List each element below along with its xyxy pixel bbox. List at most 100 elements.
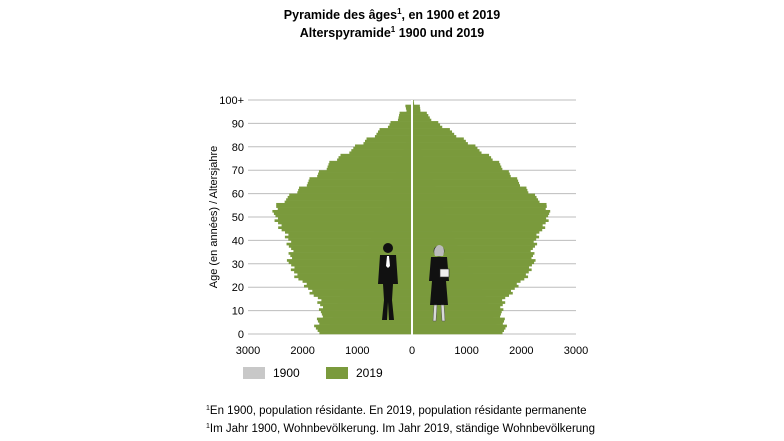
bar-2019-right-age-17 <box>412 291 513 295</box>
bar-2019-left-age-49 <box>277 217 412 220</box>
bar-2019-right-age-76 <box>412 153 490 157</box>
bar-2019-left-age-12 <box>320 303 412 307</box>
bar-2019-left-age-26 <box>294 270 412 274</box>
bar-2019-left-age-80 <box>355 144 412 148</box>
bar-2019-left-age-60 <box>297 191 412 194</box>
bar-2019-right-age-88 <box>412 125 443 129</box>
bar-2019-left-age-20 <box>303 284 412 288</box>
bar-2019-right-age-3 <box>412 324 507 328</box>
bar-2019-right-age-68 <box>412 172 510 176</box>
bar-2019-left-age-48 <box>274 219 412 222</box>
bar-2019-left-age-30 <box>288 261 412 265</box>
bar-2019-left-age-76 <box>340 153 412 157</box>
bar-2019-right-age-18 <box>412 289 512 293</box>
bar-2019-right-age-64 <box>412 181 520 185</box>
bar-2019-right-age-31 <box>412 259 536 262</box>
y-tick-80: 80 <box>232 142 244 154</box>
x-tick-3: 0 <box>409 345 415 357</box>
bar-2019-left-age-72 <box>328 163 412 166</box>
bar-2019-right-age-98 <box>412 102 415 105</box>
legend-swatch-2019 <box>326 367 348 379</box>
chart-subtitle: Alterspyramide1 1900 und 2019 <box>299 25 485 41</box>
bar-2019-left-age-18 <box>312 289 412 293</box>
bar-2019-left-age-10 <box>318 308 412 311</box>
y-tick-0: 0 <box>238 329 244 341</box>
bar-2019-left-age-63 <box>306 184 412 187</box>
bar-2019-left-age-14 <box>321 298 412 302</box>
bar-2019-left-age-61 <box>298 188 412 192</box>
x-tick-5: 2000 <box>509 345 533 357</box>
bar-2019-left-age-34 <box>288 252 412 255</box>
bar-2019-right-age-39 <box>412 240 534 244</box>
bar-2019-left-age-15 <box>317 296 412 300</box>
bar-2019-left-age-82 <box>364 139 412 143</box>
bar-2019-left-age-46 <box>281 224 412 227</box>
bar-2019-right-age-66 <box>412 177 518 180</box>
bar-2019-right-age-11 <box>412 305 501 309</box>
bar-2019-right-age-52 <box>412 209 551 213</box>
bar-2019-left-age-68 <box>318 172 412 176</box>
bar-2019-left-age-40 <box>288 238 412 241</box>
bar-2019-right-age-49 <box>412 217 547 220</box>
bar-2019-right-age-87 <box>412 128 450 131</box>
bar-2019-left-age-3 <box>314 324 412 328</box>
bar-2019-right-age-29 <box>412 263 532 267</box>
bar-2019-left-age-41 <box>284 235 412 239</box>
bar-2019-left-age-36 <box>291 247 412 251</box>
legend-label-2019: 2019 <box>356 366 383 380</box>
bar-2019-right-age-42 <box>412 233 537 237</box>
bar-2019-left-age-54 <box>276 205 412 208</box>
bar-2019-right-age-27 <box>412 268 532 272</box>
bar-2019-right-age-37 <box>412 245 535 248</box>
bar-2019-right-age-91 <box>412 118 432 122</box>
bar-2019-left-age-29 <box>291 263 412 267</box>
y-tick-90: 90 <box>232 118 244 130</box>
bar-2019-left-age-84 <box>374 135 412 138</box>
bar-2019-left-age-79 <box>353 146 412 150</box>
bar-2019-right-age-2 <box>412 326 506 330</box>
bar-2019-left-age-62 <box>299 186 412 190</box>
bar-2019-left-age-74 <box>337 158 412 162</box>
x-tick-4: 1000 <box>454 345 478 357</box>
bar-2019-left-age-70 <box>326 167 412 171</box>
bar-2019-left-age-52 <box>272 209 412 213</box>
bar-2019-right-age-12 <box>412 303 503 307</box>
bar-2019-right-age-63 <box>412 184 521 187</box>
bar-2019-left-age-69 <box>318 170 412 173</box>
x-axis-ticks: 3000 2000 1000 0 1000 2000 3000 <box>236 345 588 357</box>
bar-2019-left-age-23 <box>298 277 412 281</box>
bar-2019-right-age-89 <box>412 123 441 127</box>
bar-2019-right-age-58 <box>412 195 537 199</box>
legend-swatch-1900 <box>243 367 265 379</box>
bar-2019-right-age-57 <box>412 198 539 201</box>
bar-2019-right-age-81 <box>412 142 468 145</box>
bar-2019-right-age-95 <box>412 109 421 112</box>
bar-2019-right-age-48 <box>412 219 549 222</box>
bar-2019-right-age-74 <box>412 158 493 162</box>
bar-2019-right-age-46 <box>412 224 543 227</box>
bar-2019-left-age-73 <box>329 160 412 164</box>
bar-2019-left-age-8 <box>321 312 412 316</box>
bar-2019-left-age-59 <box>289 193 412 197</box>
bar-2019-right-age-79 <box>412 146 478 150</box>
bar-2019-right-age-15 <box>412 296 506 300</box>
bar-2019-right-age-69 <box>412 170 509 173</box>
bar-2019-right-age-28 <box>412 266 530 269</box>
legend-item-1900: 1900 <box>243 366 300 380</box>
bar-2019-left-age-66 <box>309 177 412 180</box>
y-tick-70: 70 <box>232 165 244 177</box>
bar-2019-left-age-43 <box>285 231 412 234</box>
bar-2019-right-age-0 <box>412 331 503 335</box>
bar-2019-left-age-83 <box>366 137 412 141</box>
bar-2019-right-age-59 <box>412 193 536 197</box>
bar-2019-right-age-13 <box>412 301 506 304</box>
y-tick-10: 10 <box>232 306 244 318</box>
bar-2019-left-age-81 <box>363 142 412 145</box>
bar-2019-left-age-17 <box>309 291 412 295</box>
y-axis-label: Age (en années) / Altersjahre <box>208 146 220 288</box>
bar-2019-left-age-45 <box>278 226 412 229</box>
bar-2019-right-age-62 <box>412 186 527 190</box>
bar-2019-left-age-0 <box>319 331 412 335</box>
bar-2019-right-age-53 <box>412 207 546 211</box>
